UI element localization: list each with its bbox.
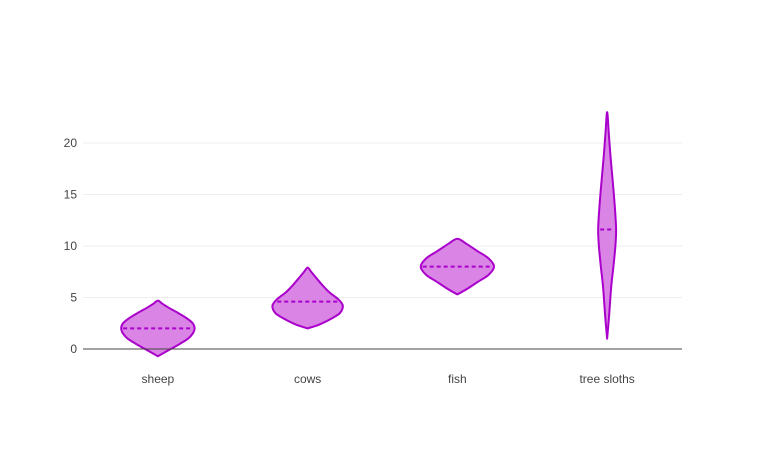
- violin-fish: [419, 237, 496, 296]
- x-tick-label: fish: [448, 372, 467, 386]
- y-tick-label: 10: [64, 239, 78, 253]
- x-tick-label: tree sloths: [579, 372, 634, 386]
- grid-layer: [83, 142, 682, 298]
- violin-tree-sloths: [597, 111, 618, 340]
- violin-body[interactable]: [120, 299, 196, 358]
- violin-sheep: [120, 299, 196, 358]
- x-tick-label: cows: [294, 372, 321, 386]
- violin-body[interactable]: [597, 111, 618, 340]
- y-tick-label: 0: [70, 342, 77, 356]
- violin-body[interactable]: [419, 237, 496, 296]
- violin-body[interactable]: [271, 266, 344, 330]
- y-tick-label: 5: [70, 291, 77, 305]
- violin-layer: [120, 111, 618, 358]
- axis-layer: 0 5 10 15 20 sheep cows fish tree sloths: [64, 136, 682, 386]
- violin-cows: [271, 266, 344, 330]
- x-tick-label: sheep: [142, 372, 175, 386]
- y-tick-label: 15: [64, 188, 78, 202]
- y-tick-label: 20: [64, 136, 78, 150]
